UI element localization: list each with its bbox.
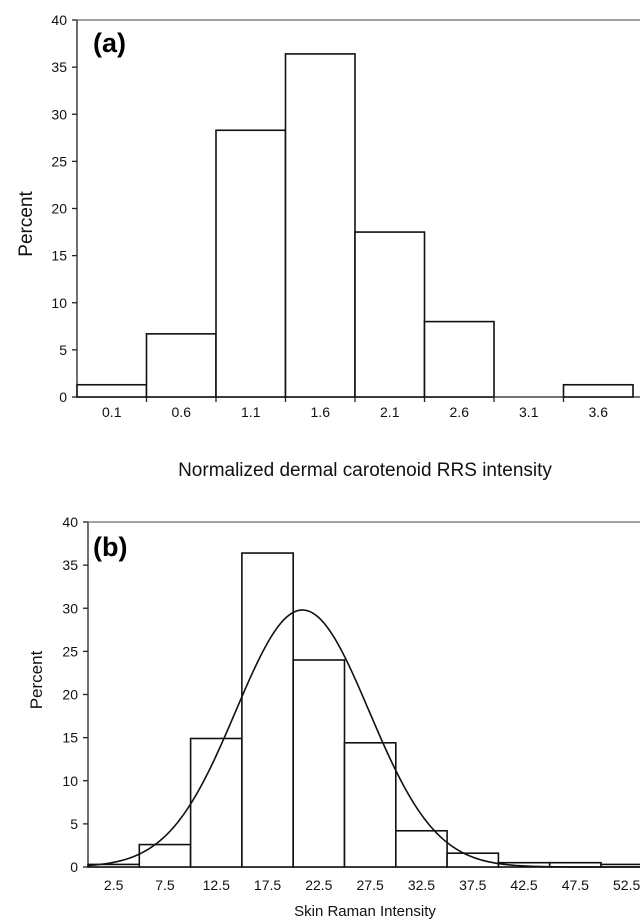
y-tick-label-b: 25: [62, 643, 78, 659]
y-tick-label-a: 30: [51, 106, 67, 122]
x-tick-label-a: 3.1: [519, 404, 539, 420]
histogram-bar-a: [215, 129, 287, 398]
x-tick-label-b: 32.5: [408, 877, 435, 893]
plot-area-b: 0 5 10 15 20 25 30 35 40 2.5 7.5 12.5 17.5 22.5 27.5 32…: [62, 514, 640, 893]
histogram-chart-b: 0 5 10 15 20 25 30 35 40 2.5 7.5 12.5 17.5 22.5 27.5 32…: [27, 514, 640, 920]
y-tick-label-b: 20: [62, 687, 78, 703]
x-tick-label-b: 27.5: [357, 877, 384, 893]
y-tick-label-a: 15: [51, 248, 67, 264]
x-axis-title-a: Normalized dermal carotenoid RRS intensi…: [178, 460, 552, 481]
normal-fit-curve-b: [87, 609, 640, 868]
y-tick-label-b: 40: [62, 514, 78, 530]
y-tick-label-b: 35: [62, 557, 78, 573]
y-tick-label-a: 40: [51, 12, 67, 28]
histogram-bar-b: [241, 552, 294, 868]
x-tick-label-a: 1.1: [241, 404, 261, 420]
y-tick-label-a: 0: [59, 389, 67, 405]
x-tick-label-b: 12.5: [203, 877, 230, 893]
histogram-chart-a: 0 5 10 15 20 25 30 35 40 0.1 0.6 1.1 1.6 2.1 2.6 3.1 3.6…: [16, 12, 640, 481]
histogram-bar-a: [145, 333, 217, 398]
panel-label-a: (a): [93, 28, 126, 58]
histogram-bar-b: [292, 659, 346, 868]
y-tick-label-b: 15: [62, 730, 78, 746]
histogram-bar-b: [189, 737, 243, 868]
x-tick-label-a: 2.6: [450, 404, 470, 420]
histogram-bar-b: [343, 742, 397, 868]
x-tick-label-a: 1.6: [311, 404, 331, 420]
y-tick-label-b: 10: [62, 773, 78, 789]
histogram-bar-b: [446, 852, 500, 868]
x-tick-label-b: 37.5: [459, 877, 486, 893]
x-tick-label-a: 0.1: [102, 404, 122, 420]
x-tick-label-b: 47.5: [562, 877, 589, 893]
x-tick-label-a: 0.6: [172, 404, 192, 420]
histogram-bar-a: [284, 53, 356, 398]
x-axis-title-b: Skin Raman Intensity: [294, 903, 436, 920]
x-tick-label-a: 3.6: [589, 404, 609, 420]
y-tick-label-b: 0: [70, 859, 78, 875]
plot-area-a: 0 5 10 15 20 25 30 35 40 0.1 0.6 1.1 1.6 2.1 2.6 3.1 3.6: [51, 12, 640, 420]
y-tick-label-a: 25: [51, 153, 67, 169]
histogram-bar-a: [354, 231, 426, 398]
x-tick-label-b: 52.5: [613, 877, 640, 893]
histogram-bar-b: [138, 843, 192, 868]
x-tick-label-a: 2.1: [380, 404, 400, 420]
histogram-bar-a: [562, 383, 634, 398]
y-axis-title-b: Percent: [27, 650, 46, 709]
y-tick-label-a: 10: [51, 295, 67, 311]
y-axis-title-a: Percent: [16, 191, 37, 257]
y-tick-label-a: 20: [51, 201, 67, 217]
x-tick-label-b: 7.5: [155, 877, 175, 893]
histogram-bar-a: [76, 383, 148, 398]
panel-label-b: (b): [93, 532, 127, 562]
x-tick-label-b: 17.5: [254, 877, 281, 893]
x-tick-label-b: 22.5: [305, 877, 332, 893]
x-tick-label-b: 2.5: [104, 877, 124, 893]
y-tick-label-a: 35: [51, 59, 67, 75]
histogram-bar-a: [423, 320, 495, 398]
y-tick-label-b: 5: [70, 816, 78, 832]
x-tick-label-b: 42.5: [510, 877, 537, 893]
y-tick-label-a: 5: [59, 342, 67, 358]
histogram-bar-b: [394, 829, 448, 868]
y-tick-label-b: 30: [62, 600, 78, 616]
